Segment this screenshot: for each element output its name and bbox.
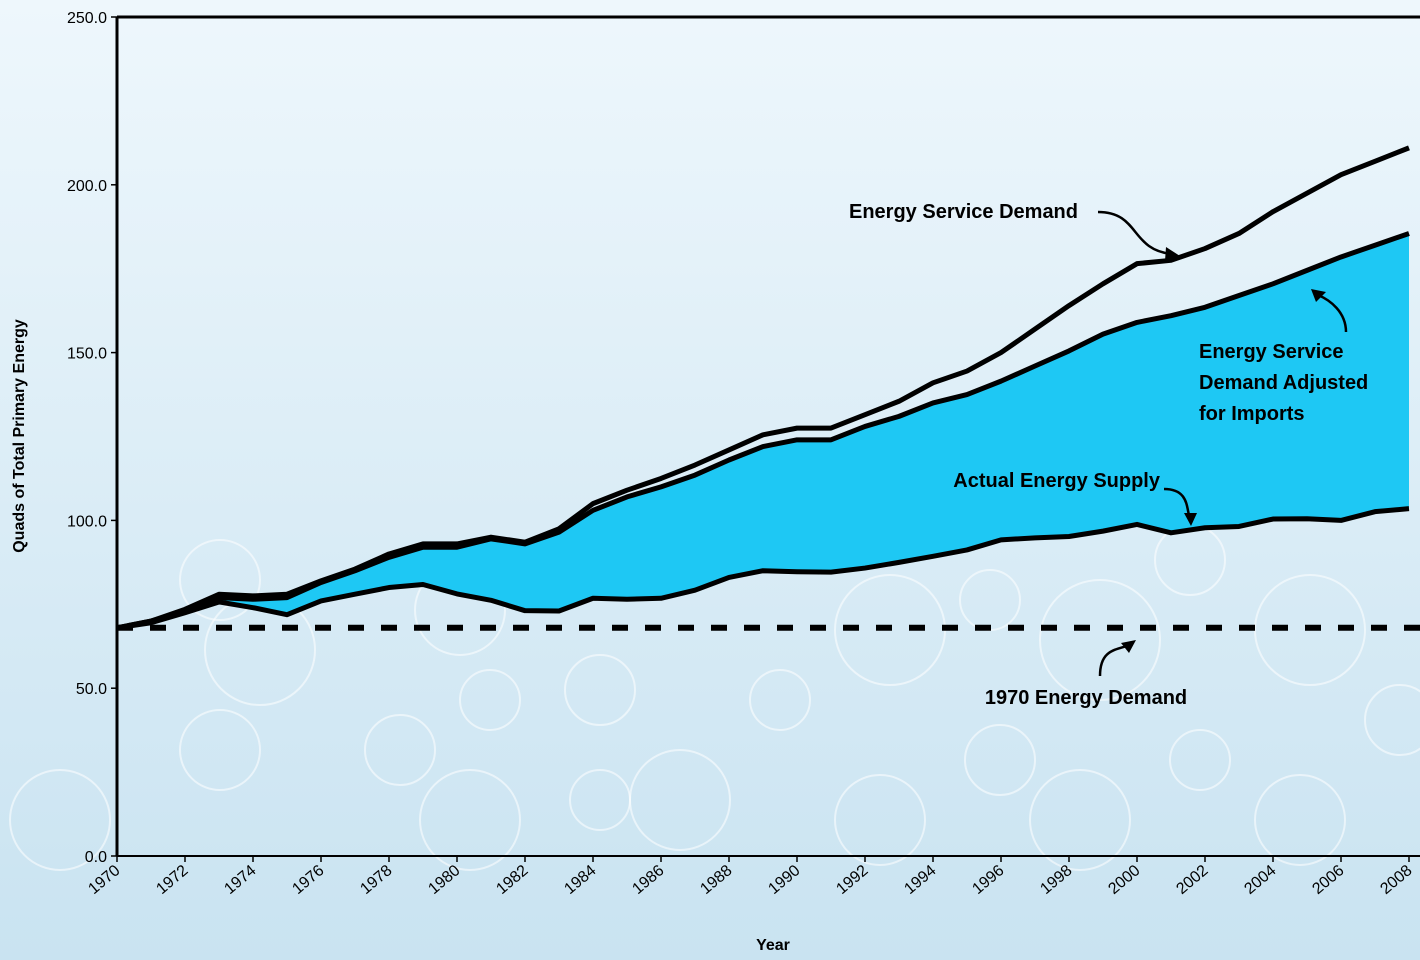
y-tick-label: 100.0	[67, 513, 107, 530]
annotation: Actual Energy Supply	[953, 470, 1161, 492]
arrow-heads	[1121, 247, 1326, 653]
area-band	[117, 233, 1409, 628]
series-line	[116, 231, 1410, 631]
y-tick-label: 150.0	[67, 346, 107, 363]
y-tick-label: 50.0	[76, 681, 107, 698]
annotation: Energy Service Demand Adjusted for Imports	[1199, 341, 1368, 425]
y-tick-label: 250.0	[67, 10, 107, 27]
annotation: 1970 Energy Demand	[985, 687, 1187, 709]
y-tick-label: 0.0	[85, 849, 107, 866]
annotation: Energy Service Demand	[849, 201, 1078, 223]
x-axis-title: Year	[756, 937, 790, 954]
series-line	[116, 506, 1410, 631]
y-tick-label: 200.0	[67, 178, 107, 195]
y-axis-title: Quads of Total Primary Energy	[11, 319, 28, 553]
